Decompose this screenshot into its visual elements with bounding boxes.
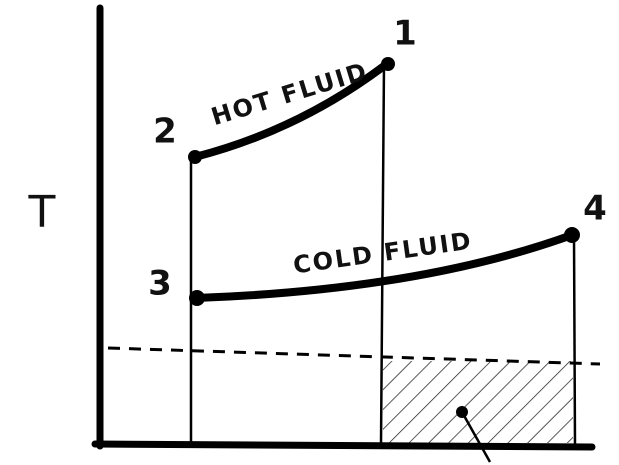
point-dot (381, 57, 395, 71)
vertical-line (572, 235, 577, 447)
point-dot (564, 227, 580, 243)
hot-curve (191, 59, 392, 161)
horizontal-axis (91, 440, 596, 451)
point-label: 3 (148, 264, 172, 304)
hatched-area (383, 361, 573, 443)
point-dot (188, 150, 202, 164)
point-label: 2 (153, 112, 177, 152)
cold-curve (192, 231, 576, 302)
point-label: 1 (393, 14, 417, 54)
dashed-line (107, 346, 601, 366)
point-dot (189, 290, 205, 306)
vertical-line (379, 63, 386, 445)
leader-line (460, 411, 492, 463)
axis-label: T (28, 187, 56, 238)
point-label: 4 (583, 189, 607, 229)
